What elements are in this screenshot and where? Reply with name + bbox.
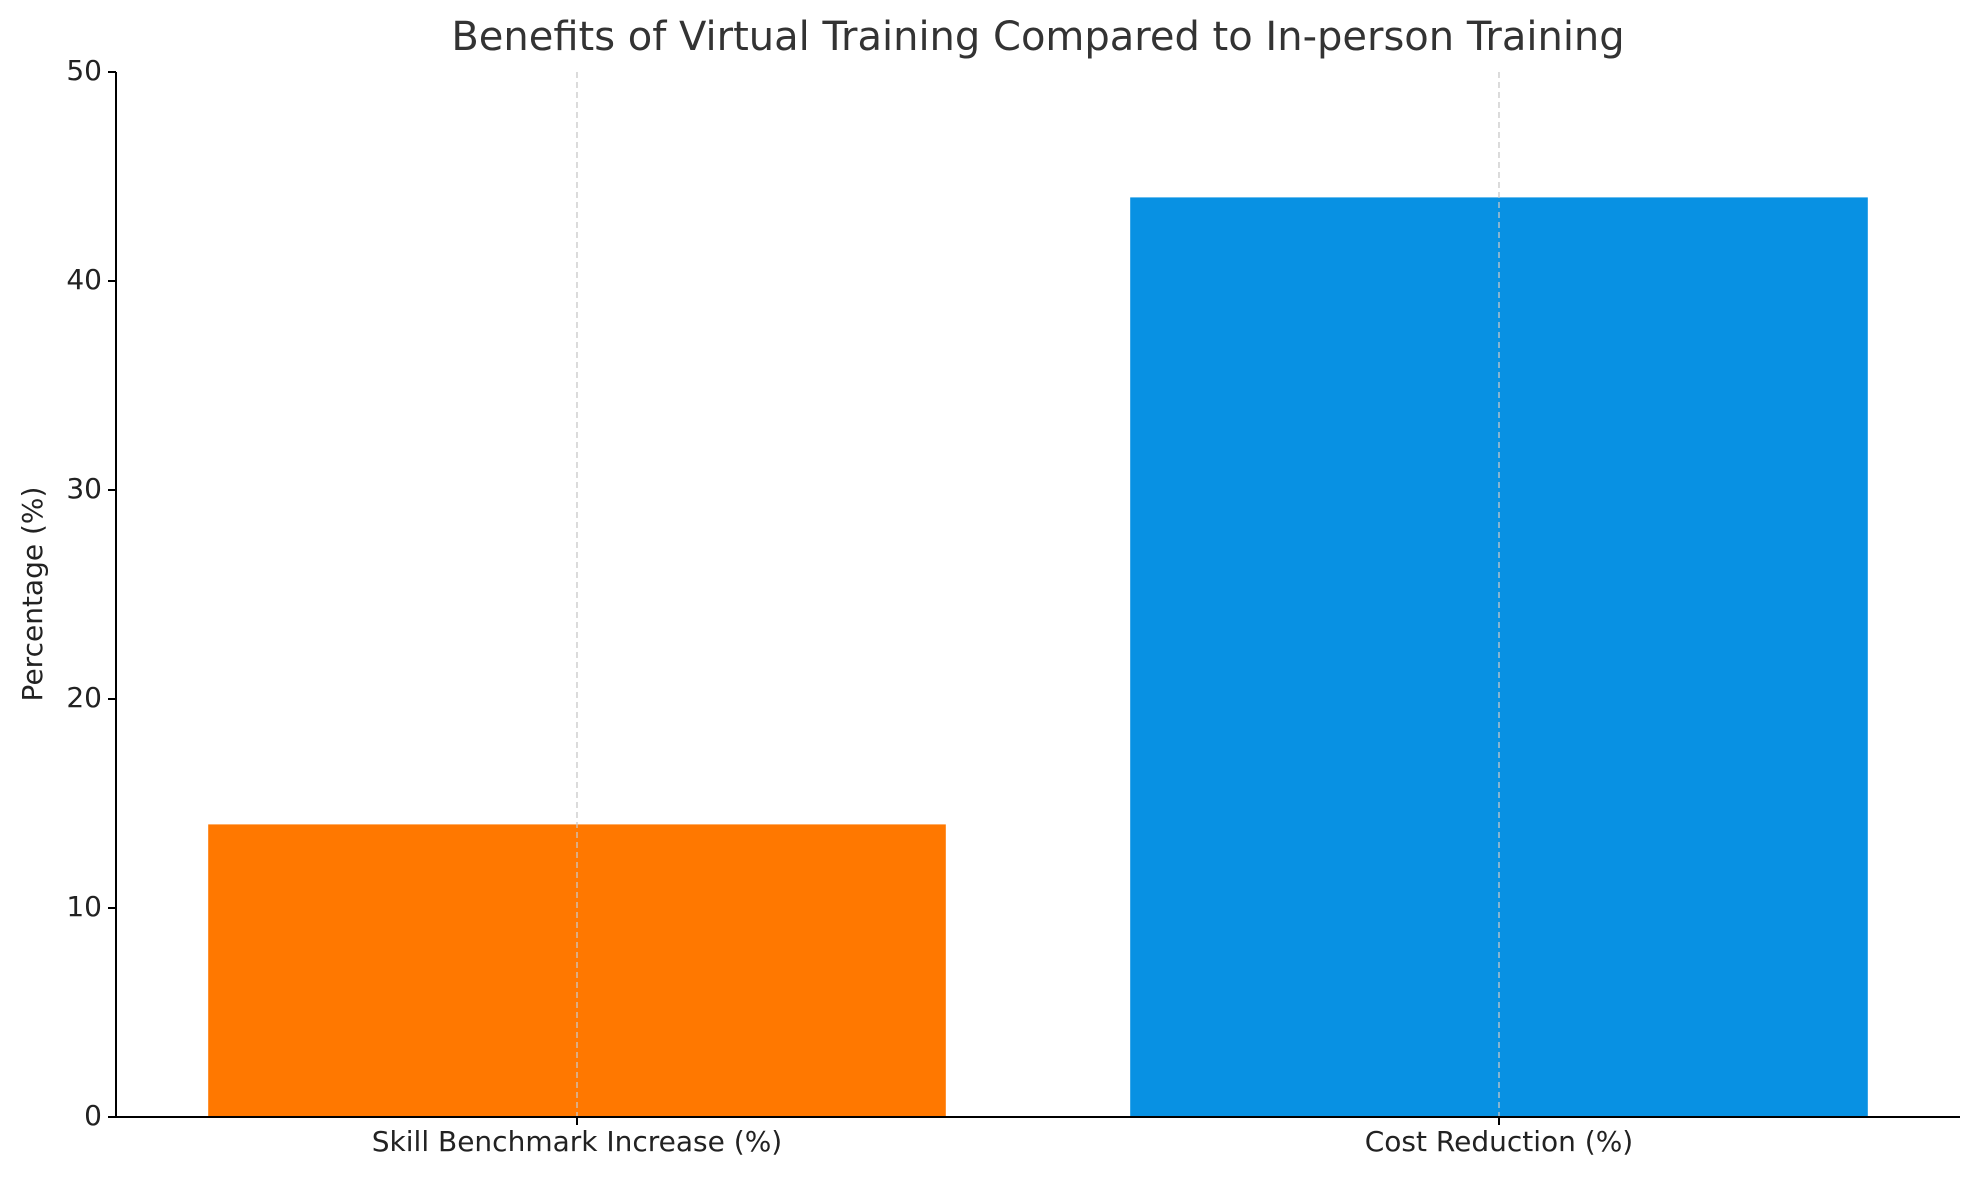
x-tick-label: Cost Reduction (%): [1365, 1125, 1633, 1158]
chart-title: Benefits of Virtual Training Compared to…: [451, 14, 1624, 60]
y-tick-label: 30: [66, 472, 102, 505]
y-axis-label: Percentage (%): [16, 487, 49, 702]
y-tick-label: 20: [66, 681, 102, 714]
x-tick-label: Skill Benchmark Increase (%): [372, 1125, 782, 1158]
y-tick-label: 0: [84, 1099, 102, 1132]
y-tick-label: 40: [66, 263, 102, 296]
y-tick-label: 10: [66, 890, 102, 923]
y-tick-label: 50: [66, 54, 102, 87]
